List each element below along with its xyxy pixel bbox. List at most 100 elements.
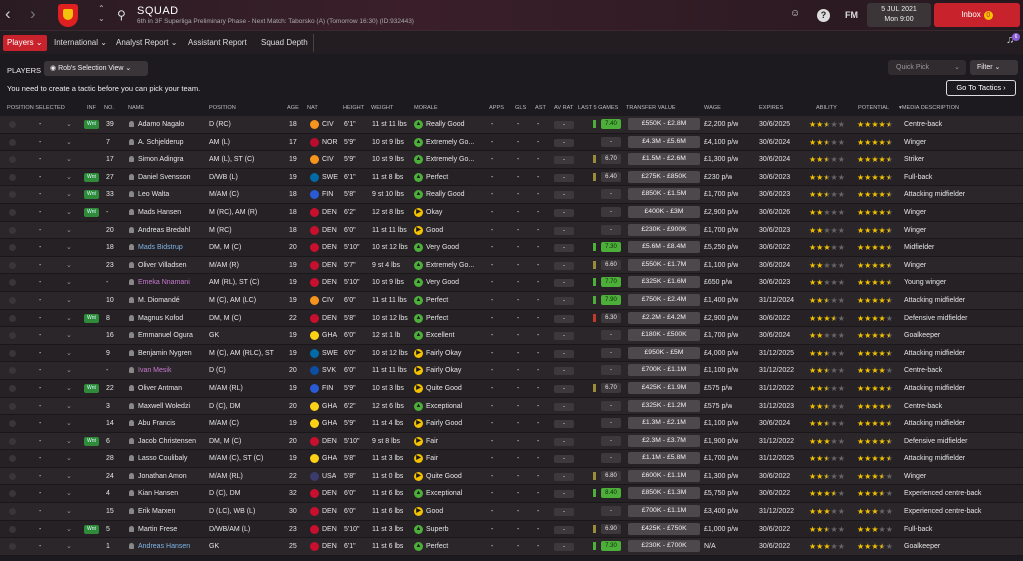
table-row[interactable]: - ⌄ Wnt 22 Oliver Antman M/AM (RL) 19 FIN 5'9" 10…: [0, 379, 1023, 398]
chevron-down-icon[interactable]: ⌄: [66, 296, 72, 304]
col-expires[interactable]: EXPIRES: [759, 105, 784, 111]
position-selected[interactable]: -: [39, 332, 42, 340]
player-name[interactable]: Oliver Villadsen: [129, 257, 207, 274]
tab-squad-depth[interactable]: Squad Depth: [261, 38, 308, 47]
view-selector[interactable]: ◉ Rob's Selection View ⌄: [44, 61, 148, 76]
player-name[interactable]: Martin Frese: [129, 521, 207, 538]
position-selected[interactable]: -: [39, 508, 42, 516]
col-position-selected[interactable]: POSITION SELECTED: [7, 105, 65, 111]
chevron-down-icon[interactable]: ⌄: [66, 437, 72, 445]
player-name[interactable]: Mads Bidstrup: [129, 239, 207, 256]
player-name[interactable]: Daniel Svensson: [129, 169, 207, 186]
chevron-down-icon[interactable]: ⌄: [66, 121, 72, 128]
chevron-down-icon[interactable]: ⌄: [66, 349, 72, 357]
select-radio[interactable]: [9, 490, 16, 498]
player-name-text[interactable]: Mads Hansen: [138, 208, 182, 216]
date-continue-box[interactable]: 5 JUL 2021 Mon 9:00: [867, 3, 931, 27]
position-selected[interactable]: -: [39, 191, 42, 199]
select-radio[interactable]: [9, 138, 16, 146]
select-radio[interactable]: [9, 156, 16, 164]
player-name[interactable]: Jonathan Amon: [129, 468, 207, 485]
select-radio[interactable]: [9, 472, 16, 480]
table-row[interactable]: - ⌄ 28 Lasso Coulibaly M/AM (C), ST (C) 19 GHA…: [0, 450, 1023, 468]
col-av-rat[interactable]: AV RAT: [554, 105, 574, 111]
player-name-text[interactable]: Daniel Svensson: [138, 173, 191, 181]
table-row[interactable]: - ⌄ Wnt 5 Martin Frese D/WB/AM (L) 23 DEN 5'10" 1…: [0, 520, 1023, 539]
player-name-text[interactable]: Leo Walta: [138, 191, 170, 199]
position-selected[interactable]: -: [39, 156, 42, 164]
chevron-down-icon[interactable]: ⌄: [66, 332, 72, 340]
table-row[interactable]: - ⌄ Wnt 6 Jacob Christensen DM, M (C) 20 DEN 5'1…: [0, 432, 1023, 451]
player-name[interactable]: Erik Marxen: [129, 503, 207, 520]
player-name-text[interactable]: Andreas Bredahl: [138, 226, 191, 234]
position-selected[interactable]: -: [39, 420, 42, 428]
col-wage[interactable]: WAGE: [704, 105, 721, 111]
player-name[interactable]: Abu Francis: [129, 415, 207, 432]
col-height[interactable]: HEIGHT: [343, 105, 365, 111]
chevron-down-icon[interactable]: ⌄: [66, 384, 72, 392]
position-selected[interactable]: -: [39, 244, 42, 252]
position-selected[interactable]: -: [39, 402, 42, 410]
col-inf[interactable]: INF: [87, 105, 97, 111]
col-name[interactable]: NAME: [128, 105, 145, 111]
col-potential[interactable]: POTENTIAL: [858, 105, 890, 111]
chevron-down-icon[interactable]: ⌄: [66, 314, 72, 322]
col-ast[interactable]: AST: [535, 105, 546, 111]
select-radio[interactable]: [9, 332, 16, 340]
select-radio[interactable]: [9, 226, 16, 234]
select-radio[interactable]: [9, 508, 16, 516]
position-selected[interactable]: -: [39, 472, 42, 480]
chevron-down-icon[interactable]: ⌄: [66, 490, 72, 498]
tab-assistant-report[interactable]: Assistant Report: [188, 38, 247, 47]
select-radio[interactable]: [9, 455, 16, 463]
position-selected[interactable]: -: [39, 296, 42, 304]
filter-button[interactable]: Filter ⌄: [970, 60, 1018, 75]
chevron-down-icon[interactable]: ⌄: [66, 156, 72, 164]
position-selected[interactable]: -: [39, 455, 42, 463]
table-row[interactable]: - ⌄ 17 Simon Adingra AM (L), ST (C) 19 CIV 5'9"…: [0, 151, 1023, 169]
table-row[interactable]: - ⌄ 14 Abu Francis M/AM (C) 19 GHA 5'9" 11 st 4 …: [0, 415, 1023, 433]
player-name[interactable]: Jacob Christensen: [129, 433, 207, 450]
position-selected[interactable]: -: [39, 261, 42, 269]
player-name[interactable]: A. Schjelderup: [129, 134, 207, 151]
col-last-5-games[interactable]: LAST 5 GAMES: [578, 105, 619, 111]
select-radio[interactable]: [9, 208, 16, 216]
select-radio[interactable]: [9, 314, 16, 322]
club-switch-icon[interactable]: ⌃ ⌄: [98, 4, 105, 23]
position-selected[interactable]: -: [39, 138, 42, 146]
position-selected[interactable]: -: [39, 490, 42, 498]
chevron-down-icon[interactable]: ⌄: [66, 208, 72, 216]
col-ability[interactable]: ABILITY: [816, 105, 837, 111]
table-row[interactable]: - ⌄ Wnt 33 Leo Walta M/AM (C) 18 FIN 5'8" 9 st 10…: [0, 186, 1023, 204]
player-name[interactable]: Adamo Nagalo: [129, 116, 207, 133]
table-row[interactable]: - ⌄ 4 Kian Hansen D (C), DM 32 DEN 6'0" 11 st 6 …: [0, 485, 1023, 504]
col-gls[interactable]: GLS: [515, 105, 527, 111]
select-radio[interactable]: [9, 420, 16, 428]
table-row[interactable]: - ⌄ 15 Erik Marxen D (LC), WB (L) 30 DEN 6'0" 11…: [0, 503, 1023, 521]
player-name-text[interactable]: A. Schjelderup: [138, 138, 184, 146]
select-radio[interactable]: [9, 437, 16, 445]
player-name-text[interactable]: Oliver Villadsen: [138, 261, 187, 269]
player-name-text[interactable]: Emeka Nnamani: [138, 279, 190, 287]
table-row[interactable]: - ⌄ 16 Emmanuel Ogura GK 19 GHA 6'0" 12 st 1 lb ▲…: [0, 327, 1023, 345]
position-selected[interactable]: -: [39, 367, 42, 375]
player-name[interactable]: Lasso Coulibaly: [129, 450, 207, 467]
position-selected[interactable]: -: [39, 121, 42, 128]
table-row[interactable]: - ⌄ 7 A. Schjelderup AM (L) 17 NOR 5'9" 10 st 9 …: [0, 133, 1023, 152]
player-name-text[interactable]: Ivan Mesik: [138, 367, 172, 375]
table-row[interactable]: - ⌄ 24 Jonathan Amon M/AM (RL) 22 USA 5'8" 11 st…: [0, 467, 1023, 486]
position-selected[interactable]: -: [39, 525, 42, 533]
player-name-text[interactable]: Adamo Nagalo: [138, 121, 185, 128]
tab-players[interactable]: Players ⌄: [3, 35, 47, 51]
player-name-text[interactable]: Magnus Kofod: [138, 314, 184, 322]
table-row[interactable]: - ⌄ Wnt 27 Daniel Svensson D/WB (L) 19 SWE 6'1" 1…: [0, 168, 1023, 187]
position-selected[interactable]: -: [39, 173, 42, 181]
player-name-text[interactable]: Simon Adingra: [138, 156, 184, 164]
col-number[interactable]: NO.: [104, 105, 114, 111]
chevron-down-icon[interactable]: ⌄: [66, 367, 72, 375]
position-selected[interactable]: -: [39, 437, 42, 445]
table-row[interactable]: - ⌄ 10 M. Diomandé M (C), AM (LC) 19 CIV 6'0" 11…: [0, 291, 1023, 310]
select-radio[interactable]: [9, 402, 16, 410]
select-radio[interactable]: [9, 261, 16, 269]
help-icon[interactable]: ?: [817, 9, 830, 22]
